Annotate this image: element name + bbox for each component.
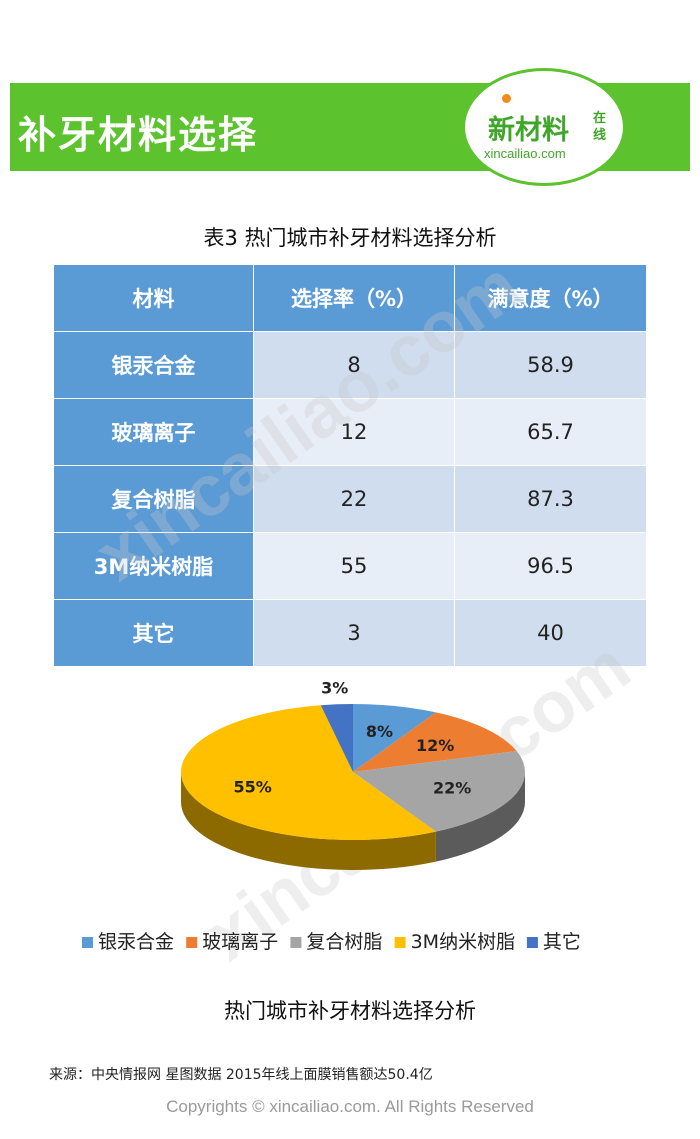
logo-badge[interactable] [462,68,626,186]
row-material: 玻璃离子 [53,398,254,466]
row-satisfaction: 96.5 [454,532,647,600]
data-table: 材料 选择率（%） 满意度（%） 银汞合金 8 58.9 玻璃离子 12 65.… [53,264,647,667]
pie-label: 22% [433,779,471,798]
table-row: 复合树脂 22 87.3 [53,465,647,533]
source-note: 来源：中央情报网 星图数据 2015年线上面膜销售额达50.4亿 [49,1067,433,1083]
legend-label: 3M纳米树脂 [411,931,515,953]
row-satisfaction: 40 [454,599,647,667]
row-material: 其它 [53,599,254,667]
table-row: 3M纳米树脂 55 96.5 [53,532,647,600]
pie-label: 8% [366,722,393,741]
pie-slice-side [181,772,436,870]
legend-swatch [394,937,406,948]
row-selection-rate: 22 [253,465,455,533]
row-selection-rate: 12 [253,398,455,466]
legend-swatch [186,937,198,948]
pie-chart: 8% 12% 22% 55% 3% 银汞合金 玻璃离子 复合树脂 3M纳米树脂 其它 [82,679,581,953]
header-material: 材料 [53,264,254,332]
legend-label: 玻璃离子 [202,931,278,953]
logo-tag-2: 线 [593,128,607,143]
row-material: 3M纳米树脂 [53,532,254,600]
row-selection-rate: 55 [253,532,455,600]
page-title: 补牙材料选择 [18,113,259,157]
table-title: 表3 热门城市补牙材料选择分析 [203,226,497,250]
legend-label: 银汞合金 [98,931,174,953]
pie-slice-side [435,772,525,862]
legend-label: 其它 [543,931,581,953]
row-selection-rate: 8 [253,331,455,399]
row-satisfaction: 65.7 [454,398,647,466]
row-satisfaction: 87.3 [454,465,647,533]
table-row: 其它 3 40 [53,599,647,667]
copyright: Copyrights © xincailiao.com. All Rights … [166,1097,534,1116]
pie-slice-3 [353,750,525,832]
row-material: 复合树脂 [53,465,254,533]
legend-label: 复合树脂 [306,931,382,953]
pie-slice-1 [353,704,436,772]
pie-label: 12% [416,736,454,755]
row-satisfaction: 58.9 [454,331,647,399]
table-row: 玻璃离子 12 65.7 [53,398,647,466]
table-row: 银汞合金 8 58.9 [53,331,647,399]
pie-slice-5 [320,704,353,772]
header-selection-rate: 选择率（%） [253,264,455,332]
pie-label: 55% [234,777,272,796]
legend-swatch [526,937,538,948]
logo-sun-icon [502,94,511,103]
logo-url: xincailiao.com [484,146,566,161]
logo-text: 新材料 [488,115,569,146]
row-material: 银汞合金 [53,331,254,399]
row-selection-rate: 3 [253,599,455,667]
table-header-row: 材料 选择率（%） 满意度（%） [53,264,647,332]
pie-slice-4 [181,705,436,840]
header-satisfaction: 满意度（%） [454,264,647,332]
logo-tag-1: 在 [593,111,607,126]
chart-title: 热门城市补牙材料选择分析 [224,999,476,1023]
pie-slice-2 [353,712,517,772]
pie-label: 3% [321,679,348,698]
legend-swatch [290,937,302,948]
legend-swatch [82,937,93,948]
